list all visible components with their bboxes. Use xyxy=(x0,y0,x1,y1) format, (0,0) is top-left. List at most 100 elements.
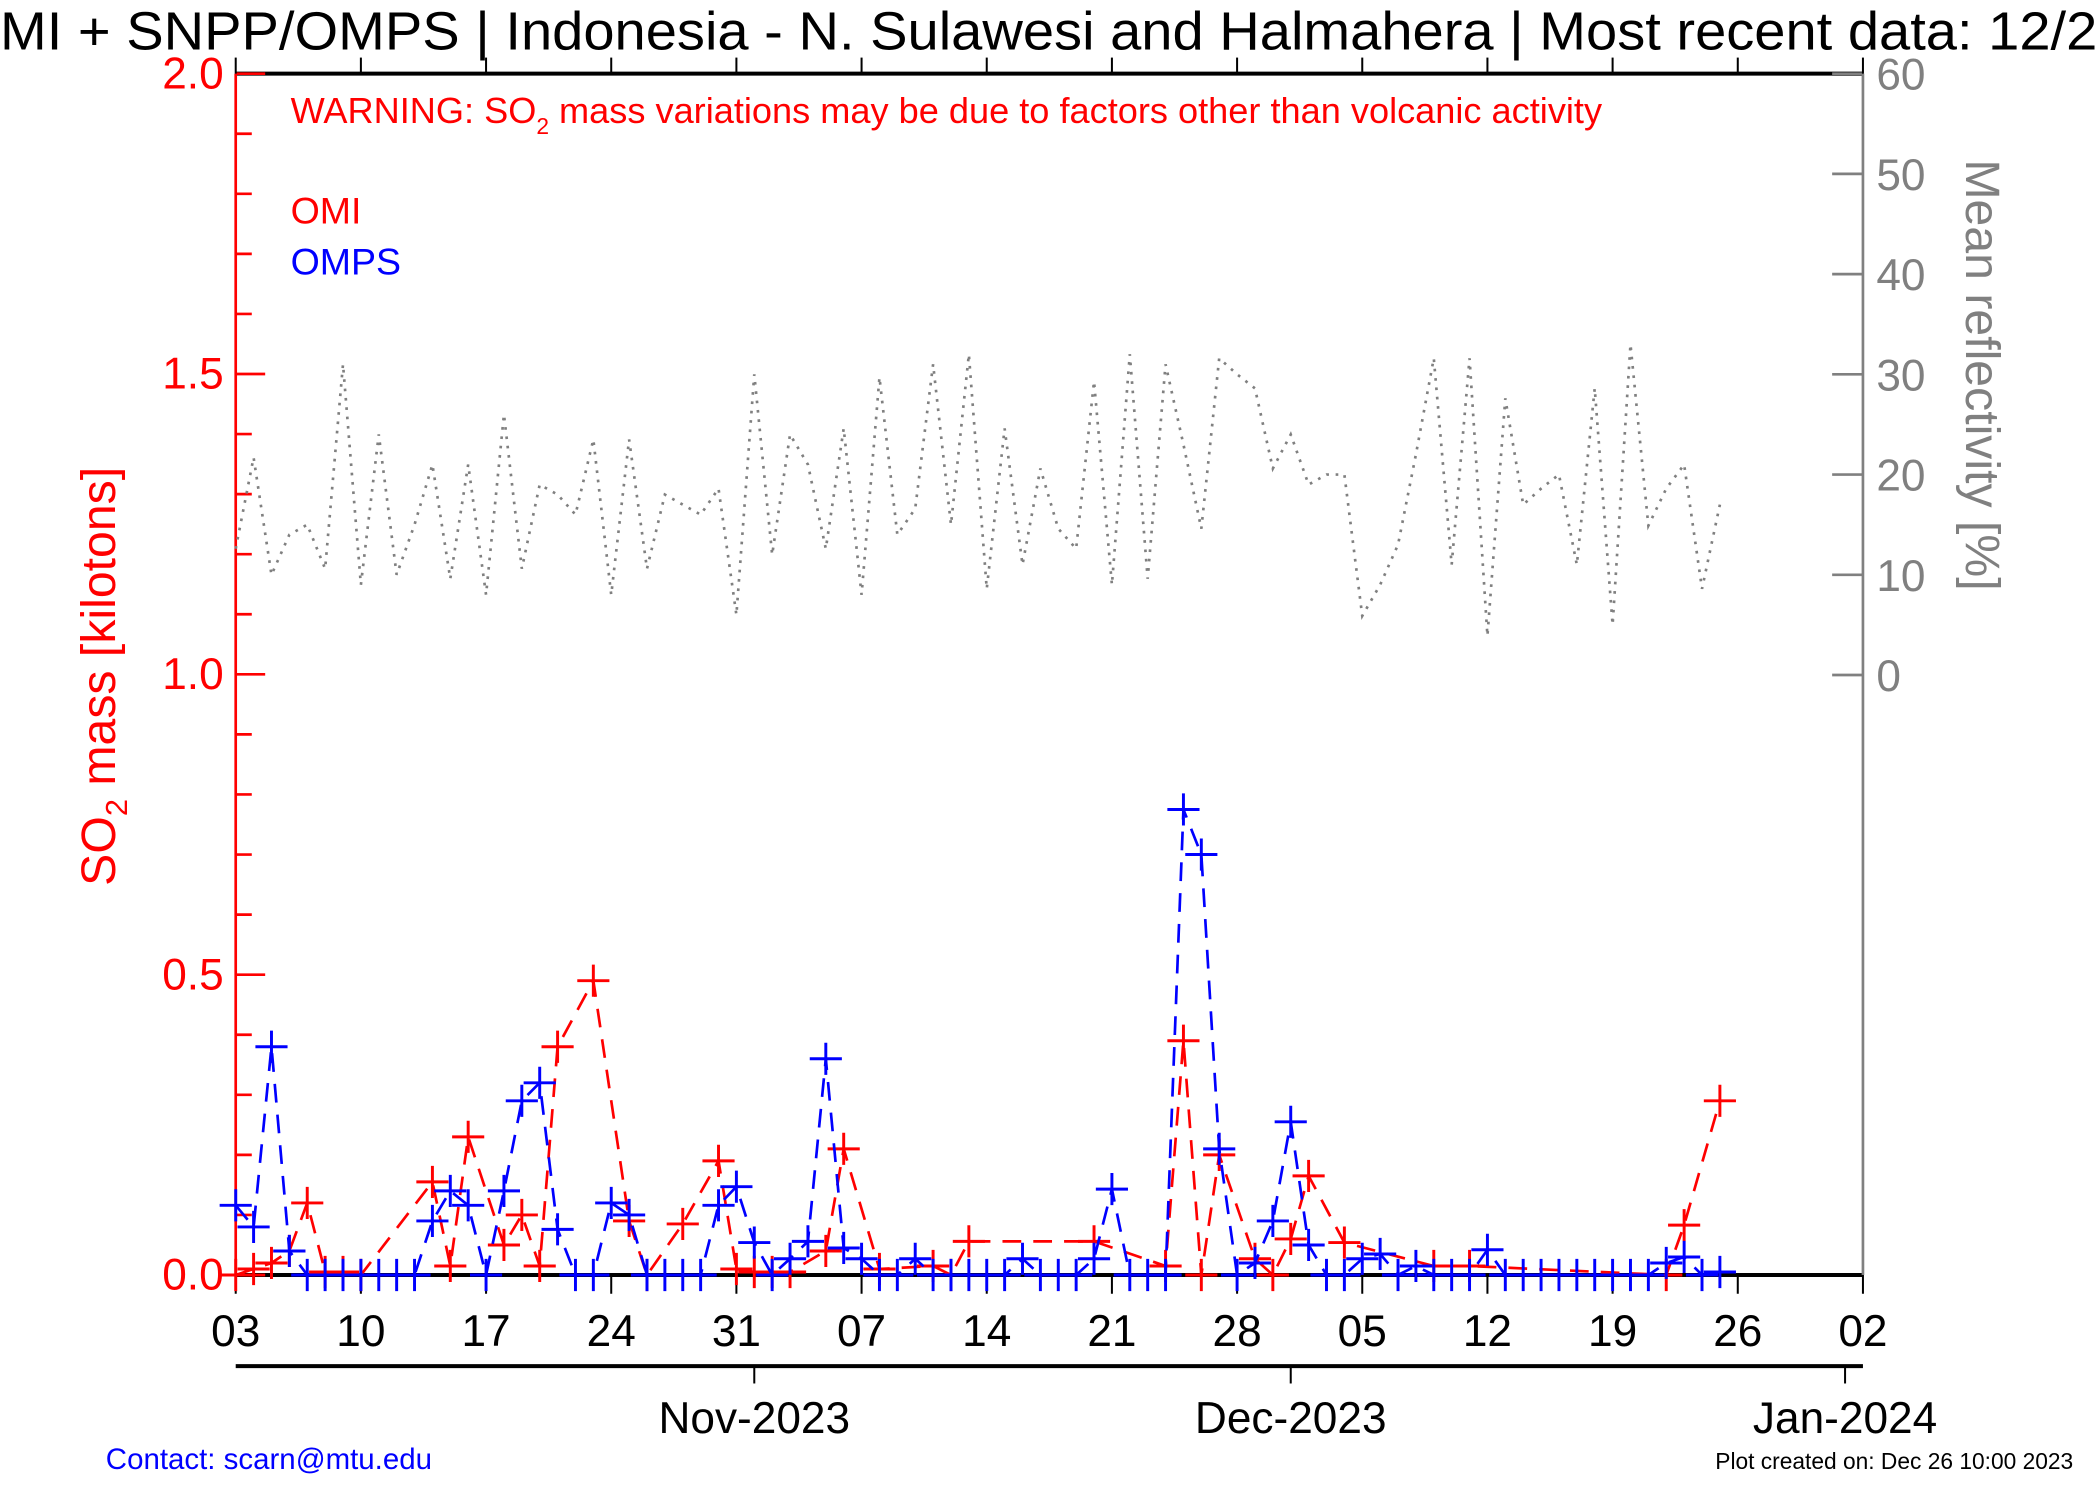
omps-data-point xyxy=(756,1258,789,1292)
omi-data-point xyxy=(702,1144,735,1177)
warning-text: WARNING: SO2 mass variations may be due … xyxy=(291,90,1602,139)
y2-tick-label: 10 xyxy=(1876,552,1925,601)
omps-data-point xyxy=(1149,1258,1182,1292)
omi-data-point xyxy=(416,1165,449,1198)
omps-data-point xyxy=(1453,1258,1486,1292)
plot-marks xyxy=(219,344,1736,1292)
x-tick-label: 07 xyxy=(837,1307,886,1356)
y-tick-label: 0.5 xyxy=(162,950,223,999)
x-tick-label: 19 xyxy=(1588,1307,1637,1356)
omps-data-point xyxy=(452,1189,485,1222)
omps-data-point xyxy=(738,1226,771,1259)
month-label: Jan-2024 xyxy=(1753,1394,1937,1443)
omps-data-point xyxy=(219,1189,252,1222)
omps-data-point xyxy=(988,1258,1021,1292)
month-label: Dec-2023 xyxy=(1195,1394,1387,1443)
omps-data-point xyxy=(845,1242,878,1275)
omps-data-point xyxy=(791,1225,824,1258)
y2-axis-title: Mean reflectivity [%] xyxy=(1955,159,2009,590)
x-tick-label: 05 xyxy=(1338,1307,1387,1356)
y-title-subscript: 2 xyxy=(99,799,134,816)
omps-data-point xyxy=(1668,1240,1701,1274)
y-title-suffix: mass [kilotons] xyxy=(72,467,126,799)
omps-data-point xyxy=(541,1213,574,1246)
omps-data-point xyxy=(1632,1258,1665,1292)
month-label: Nov-2023 xyxy=(658,1394,850,1443)
omps-data-point xyxy=(1256,1204,1289,1238)
omps-data-point xyxy=(1346,1242,1379,1275)
omps-data-point xyxy=(595,1186,628,1219)
y-tick-label: 1.5 xyxy=(162,350,223,399)
omi-data-point xyxy=(541,1030,574,1063)
omi-data-point xyxy=(720,1252,753,1286)
omi-data-point xyxy=(523,1249,556,1283)
omps-data-point xyxy=(720,1170,753,1203)
x-tick-label: 21 xyxy=(1087,1307,1136,1356)
omi-data-point xyxy=(452,1120,485,1153)
omi-data-point xyxy=(255,1246,288,1280)
warning-suffix: mass variations may be due to factors ot… xyxy=(549,90,1602,131)
y-tick-label: 2.0 xyxy=(162,49,223,98)
y2-tick-label: 60 xyxy=(1876,51,1925,100)
x-tick-label: 17 xyxy=(461,1307,510,1356)
omps-data-point xyxy=(469,1258,503,1292)
x-tick-label: 14 xyxy=(962,1307,1011,1356)
y2-tick-label: 0 xyxy=(1876,652,1901,701)
omi-data-point xyxy=(1274,1222,1307,1256)
omi-data-point xyxy=(1256,1258,1289,1292)
omps-data-point xyxy=(1095,1173,1128,1206)
omi-data-point xyxy=(1185,1258,1218,1292)
omps-data-point xyxy=(1399,1249,1432,1283)
omi-data-point xyxy=(827,1132,860,1165)
omps-data-point xyxy=(613,1198,646,1232)
mean-reflectivity-series-line xyxy=(234,344,1722,637)
omi-data-point xyxy=(666,1207,699,1241)
chart-title: MI + SNPP/OMPS | Indonesia - N. Sulawesi… xyxy=(0,3,2097,62)
warning-subscript: 2 xyxy=(536,113,549,139)
omi-data-point xyxy=(809,1234,842,1268)
omi-data-point xyxy=(1703,1084,1736,1117)
omps-data-point xyxy=(827,1231,860,1265)
y2-tick-label: 50 xyxy=(1876,151,1925,200)
omps-data-point xyxy=(899,1242,932,1275)
omps-data-point xyxy=(237,1210,270,1244)
x-tick-label: 28 xyxy=(1213,1307,1262,1356)
omps-data-point xyxy=(684,1258,717,1292)
axes: 0.0 0.5 1.0 1.5 2.0 0 10 20 30 40 50 60 03 10 17 24 31 07… xyxy=(162,49,1937,1443)
omps-data-point xyxy=(577,1258,610,1292)
contact-link[interactable]: Contact: scarn@mtu.edu xyxy=(106,1443,432,1476)
x-tick-label: 26 xyxy=(1713,1307,1762,1356)
legend-omps: OMPS xyxy=(291,241,401,283)
y2-tick-label: 20 xyxy=(1876,452,1925,501)
omps-data-point xyxy=(416,1204,449,1238)
omps-data-point xyxy=(398,1258,431,1292)
omps-data-point xyxy=(1685,1258,1719,1292)
omi-data-point xyxy=(1328,1226,1361,1259)
omps-data-point xyxy=(1238,1246,1272,1280)
omps-data-point xyxy=(487,1174,521,1207)
omi-data-point xyxy=(505,1198,538,1232)
y-title-prefix: SO xyxy=(72,816,126,886)
omi-data-point xyxy=(291,1186,324,1219)
y-tick-label: 0.0 xyxy=(162,1251,223,1300)
y2-tick-label: 30 xyxy=(1876,351,1925,400)
omps-data-point xyxy=(1060,1258,1093,1292)
omps-data-point xyxy=(505,1084,538,1117)
omps-data-point xyxy=(1364,1237,1397,1271)
omps-data-point xyxy=(1077,1242,1111,1275)
plot-created-text: Plot created on: Dec 26 10:00 2023 xyxy=(1715,1448,2073,1474)
omi-data-point xyxy=(434,1249,467,1283)
omps-data-point xyxy=(1703,1255,1736,1289)
omps-data-point xyxy=(255,1030,288,1063)
x-tick-label: 24 xyxy=(587,1307,636,1356)
omps-data-point xyxy=(1471,1233,1504,1266)
omi-data-point xyxy=(219,1258,252,1292)
omi-data-point xyxy=(1167,1024,1200,1057)
omps-data-point xyxy=(434,1174,467,1207)
x-tick-label: 02 xyxy=(1838,1307,1887,1356)
y-axis-title: SO2 mass [kilotons] xyxy=(72,467,134,886)
x-tick-label: 31 xyxy=(712,1307,761,1356)
omi-data-point xyxy=(237,1252,270,1286)
y2-tick-label: 40 xyxy=(1876,251,1925,300)
omps-data-point xyxy=(1221,1258,1254,1292)
